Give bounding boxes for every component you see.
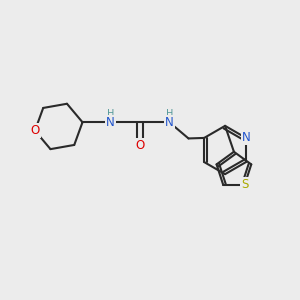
Text: N: N (242, 131, 250, 144)
Text: N: N (165, 116, 174, 129)
Text: H: H (166, 109, 173, 119)
Text: N: N (106, 116, 115, 129)
Text: H: H (107, 109, 114, 119)
Text: O: O (135, 139, 145, 152)
Text: S: S (241, 178, 248, 191)
Text: O: O (30, 124, 40, 137)
